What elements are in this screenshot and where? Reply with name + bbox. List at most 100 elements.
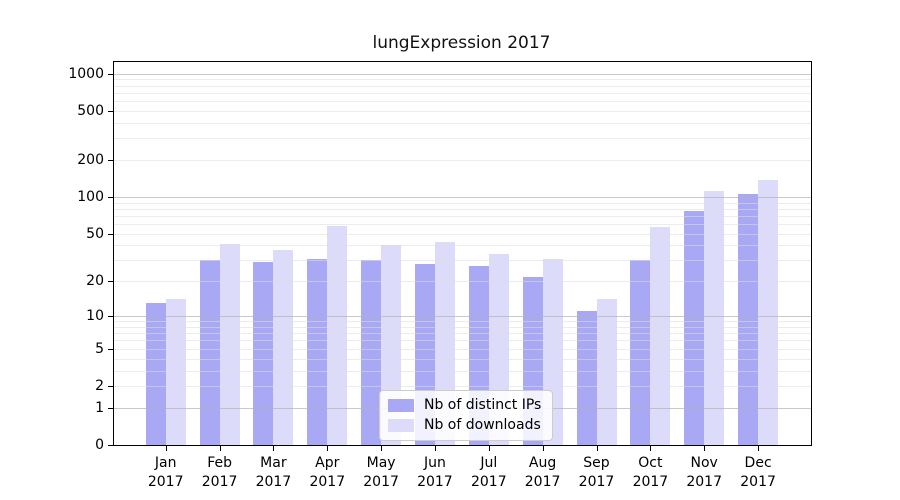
x-tick-label-jan: Jan 2017 <box>138 454 194 492</box>
x-tick-year: 2017 <box>417 474 453 490</box>
gridline-minor-50 <box>114 233 811 235</box>
legend-swatch-distinct-ips <box>388 399 414 412</box>
x-tick-year: 2017 <box>524 474 561 490</box>
legend-label-distinct-ips: Nb of distinct IPs <box>424 397 542 413</box>
gridline-minor-40 <box>114 245 811 247</box>
x-tick-year: 2017 <box>201 474 238 490</box>
bar-distinct-ips-oct <box>630 260 651 445</box>
y-tick-label-50: 50 <box>86 225 104 242</box>
x-tick-month: Nov <box>690 455 718 471</box>
x-tick-month: Dec <box>744 455 772 471</box>
y-tick-5 <box>108 348 113 350</box>
bar-distinct-ips-apr <box>307 258 328 445</box>
legend-label-downloads: Nb of downloads <box>424 417 541 433</box>
y-tick-10 <box>108 316 113 318</box>
y-tick-label-1000: 1000 <box>68 65 104 82</box>
x-tick-sep <box>596 446 598 451</box>
x-tick-aug <box>542 446 544 451</box>
gridline-major-10 <box>114 316 811 318</box>
gridline-minor-4 <box>114 358 811 360</box>
x-tick-year: 2017 <box>740 474 776 490</box>
y-tick-2 <box>108 385 113 387</box>
bar-downloads-mar <box>273 249 294 445</box>
x-tick-label-may: May 2017 <box>353 454 409 492</box>
x-tick-year: 2017 <box>147 474 184 490</box>
x-tick-year: 2017 <box>578 474 615 490</box>
y-tick-50 <box>108 233 113 235</box>
x-tick-month: Feb <box>207 455 232 471</box>
x-tick-label-nov: Nov 2017 <box>676 454 732 492</box>
x-tick-month: Jan <box>154 455 177 471</box>
bar-downloads-dec <box>758 179 779 445</box>
bar-downloads-oct <box>650 226 671 445</box>
x-tick-may <box>381 446 383 451</box>
x-tick-label-aug: Aug 2017 <box>515 454 571 492</box>
gridline-minor-70 <box>114 215 811 217</box>
chart-title: lungExpression 2017 <box>372 33 551 53</box>
legend-item-distinct-ips: Nb of distinct IPs <box>388 397 541 414</box>
x-tick-year: 2017 <box>255 474 292 490</box>
y-tick-label-20: 20 <box>86 273 104 290</box>
x-tick-month: Mar <box>260 455 287 471</box>
x-tick-month: Sep <box>583 455 610 471</box>
y-tick-20 <box>108 281 113 283</box>
gridline-minor-6 <box>114 340 811 342</box>
bar-distinct-ips-sep <box>576 311 597 445</box>
gridline-minor-60 <box>114 224 811 225</box>
x-tick-label-sep: Sep 2017 <box>569 454 625 492</box>
gridline-minor-400 <box>114 122 811 124</box>
x-tick-year: 2017 <box>363 474 399 490</box>
x-tick-label-dec: Dec 2017 <box>730 454 786 492</box>
x-tick-month: Apr <box>315 455 340 471</box>
x-tick-month: Aug <box>528 455 557 471</box>
x-tick-year: 2017 <box>632 474 669 490</box>
x-tick-jul <box>488 446 490 451</box>
x-tick-feb <box>219 446 221 451</box>
x-tick-year: 2017 <box>309 474 346 490</box>
y-tick-label-2: 2 <box>95 377 104 394</box>
gridline-minor-200 <box>114 159 811 161</box>
y-tick-label-200: 200 <box>77 151 104 168</box>
gridline-minor-500 <box>114 110 811 112</box>
x-tick-month: May <box>366 455 396 471</box>
y-tick-1 <box>108 407 113 409</box>
gridline-minor-600 <box>114 101 811 103</box>
legend-swatch-downloads <box>388 419 414 432</box>
y-tick-label-500: 500 <box>77 102 104 119</box>
x-tick-month: Jun <box>423 455 446 471</box>
gridline-major-100 <box>114 196 811 198</box>
gridline-minor-90 <box>114 202 811 204</box>
x-tick-label-jul: Jul 2017 <box>461 454 517 492</box>
x-tick-month: Jul <box>480 455 498 471</box>
bar-distinct-ips-mar <box>253 262 274 445</box>
bar-downloads-apr <box>327 225 348 445</box>
x-tick-oct <box>650 446 652 451</box>
x-tick-label-mar: Mar 2017 <box>245 454 301 492</box>
gridline-minor-700 <box>114 92 811 94</box>
bar-distinct-ips-may <box>361 260 382 445</box>
x-tick-jan <box>165 446 167 451</box>
x-tick-year: 2017 <box>470 474 507 490</box>
x-tick-year: 2017 <box>686 474 722 490</box>
y-tick-label-0: 0 <box>95 437 104 453</box>
gridline-minor-800 <box>114 85 811 87</box>
gridline-major-1000 <box>114 73 811 75</box>
x-tick-apr <box>327 446 329 451</box>
x-tick-nov <box>704 446 706 451</box>
x-tick-dec <box>758 446 760 451</box>
gridline-minor-80 <box>114 208 811 210</box>
y-tick-100 <box>108 196 113 198</box>
gridline-minor-300 <box>114 138 811 140</box>
gridline-minor-5 <box>114 348 811 350</box>
y-tick-0 <box>108 445 113 446</box>
y-tick-label-10: 10 <box>86 308 104 325</box>
bar-downloads-feb <box>219 244 240 445</box>
x-tick-mar <box>273 446 275 451</box>
bar-distinct-ips-feb <box>199 260 220 445</box>
gridline-minor-2 <box>114 385 811 387</box>
legend-item-downloads: Nb of downloads <box>388 417 541 434</box>
y-tick-500 <box>108 110 113 112</box>
legend: Nb of distinct IPs Nb of downloads <box>379 390 554 441</box>
gridline-minor-20 <box>114 281 811 283</box>
